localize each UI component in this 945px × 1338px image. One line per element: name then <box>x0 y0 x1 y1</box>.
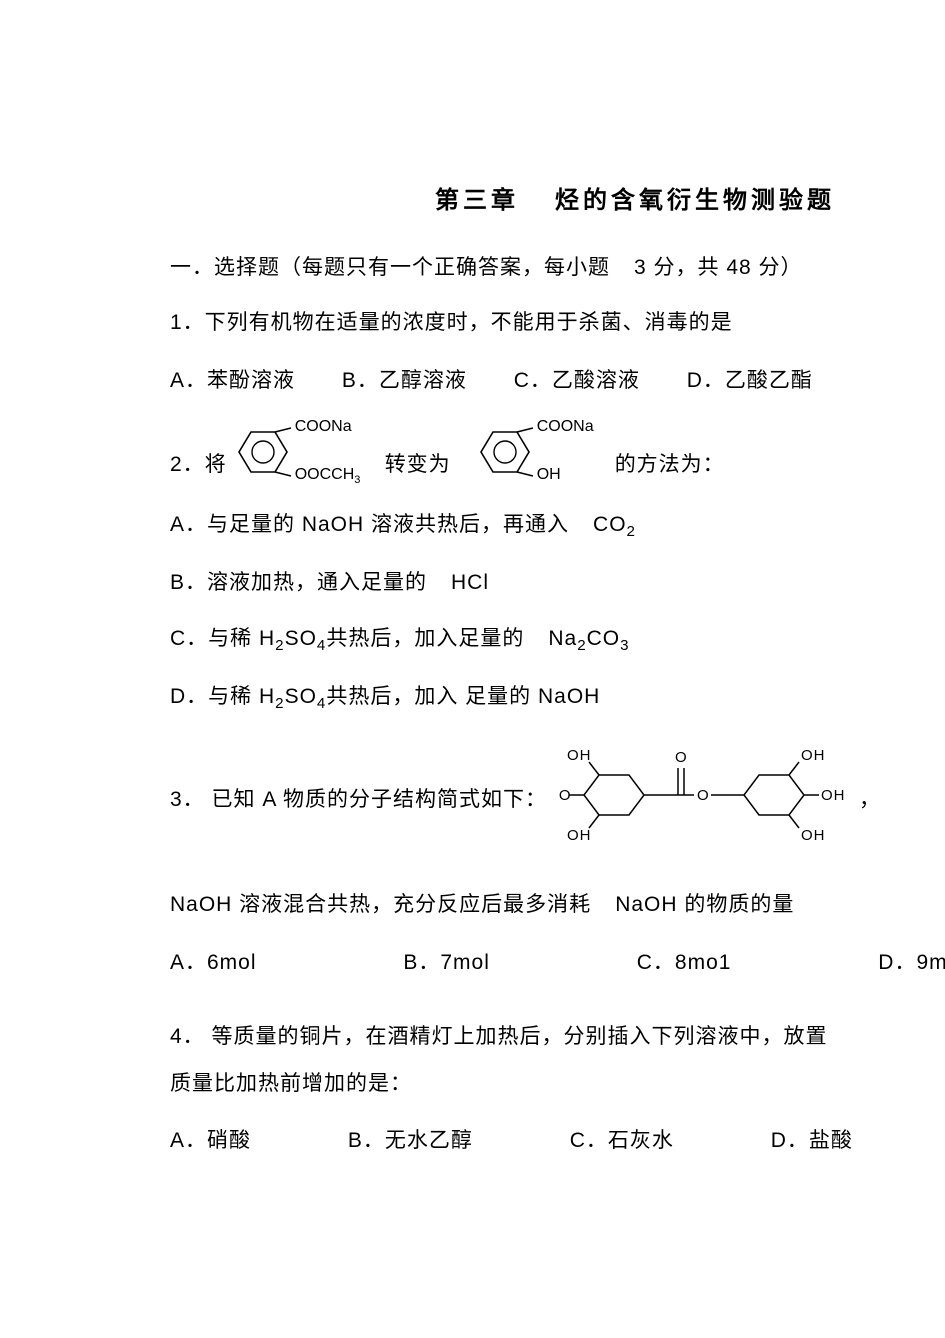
q2a-formula: CO <box>593 513 627 536</box>
benz2-label-bot: OH <box>537 466 561 484</box>
q3-continuation: NaOH 溶液混合共热，充分反应后最多消耗 NaOH 的物质的量 <box>170 890 945 919</box>
q2-mid: 转变为 <box>385 448 451 484</box>
section-points: 3 分，共 48 分） <box>634 256 803 279</box>
q2c-sub2: 4 <box>317 637 326 654</box>
q3-text: 3． 已知 A 物质的分子结构简式如下： <box>170 783 547 813</box>
q2-opt-c: C．与稀 H2SO4共热后，加入足量的Na2CO3 <box>170 624 945 656</box>
section-heading: 一．选择题（每题只有一个正确答案，每小题 3 分，共 48 分） <box>170 253 945 282</box>
q3-cont-a: NaOH 溶液混合共热，充分反应后最多消耗 <box>170 893 591 916</box>
benz1-label-bot: OOCCH3 <box>295 466 361 486</box>
q2c-sub1: 2 <box>275 637 284 654</box>
q2c-t2: SO <box>285 627 317 650</box>
title-chapter: 第三章 <box>435 187 519 214</box>
q2b-text: B．溶液加热，通入足量的 <box>170 571 427 594</box>
q4-opt-d: D．盐酸 <box>771 1124 853 1154</box>
q3-opt-a: A．6mol <box>170 946 257 976</box>
svg-text:OH: OH <box>821 787 846 804</box>
page-title: 第三章 烃的含氧衍生物测验题 <box>170 180 945 215</box>
q2a-text: A．与足量的 NaOH 溶液共热后，再通入 <box>170 513 569 536</box>
question-1: 1．下列有机物在适量的浓度时，不能用于杀菌、消毒的是 <box>170 308 945 337</box>
q2-opt-a: A．与足量的 NaOH 溶液共热后，再通入 CO2 <box>170 510 945 542</box>
q2c-sub3: 2 <box>577 637 586 654</box>
q3-options: A．6mol B．7mol C．8mo1 D．9mo1 <box>170 946 945 976</box>
section-text: 一．选择题（每题只有一个正确答案，每小题 <box>170 256 610 279</box>
q2c-t5: CO <box>587 627 621 650</box>
q2c-sub4: 3 <box>620 637 629 654</box>
q2c-t1: C．与稀 H <box>170 627 275 650</box>
q3-cont-b: NaOH 的物质的量 <box>615 893 794 916</box>
q1-opt-c: C．乙酸溶液 <box>514 364 640 394</box>
question-3: 3． 已知 A 物质的分子结构简式如下： O O OH <box>170 740 945 856</box>
q3-opt-d: D．9mo1 <box>878 946 945 976</box>
q2d-t1: D．与稀 H <box>170 685 275 708</box>
q2d-sub2: 4 <box>317 695 326 712</box>
svg-text:HO: HO <box>559 787 572 804</box>
q1-opt-a: A．苯酚溶液 <box>170 364 295 394</box>
svg-text:O: O <box>697 787 710 804</box>
q2d-t2: SO <box>285 685 317 708</box>
title-subject: 烃的含氧衍生物测验题 <box>555 187 835 214</box>
q4-opt-c: C．石灰水 <box>570 1124 674 1154</box>
q2b-formula: HCl <box>451 571 489 594</box>
question-4-line2: 质量比加热前增加的是： <box>170 1069 945 1098</box>
q3-opt-b: B．7mol <box>403 946 490 976</box>
q4-opt-a: A．硝酸 <box>170 1124 251 1154</box>
q1-opt-b: B．乙醇溶液 <box>342 364 467 394</box>
benz2-label-top: COONa <box>537 418 594 436</box>
q2d-t3: 共热后，加入 足量的 NaOH <box>326 685 600 708</box>
q2-opt-b: B．溶液加热，通入足量的 HCl <box>170 568 945 597</box>
q2a-sub: 2 <box>627 523 636 540</box>
q1-options: A．苯酚溶液 B．乙醇溶液 C．乙酸溶液 D．乙酸乙酯 <box>170 364 945 394</box>
q2c-t3: 共热后，加入足量的 <box>326 627 524 650</box>
svg-text:OH: OH <box>567 747 592 764</box>
benz1-label-top: COONa <box>295 418 352 436</box>
q2-suffix: 的方法为： <box>615 448 725 484</box>
question-4-line1: 4． 等质量的铜片，在酒精灯上加热后，分别插入下列溶液中，放置 <box>170 1022 945 1051</box>
svg-text:OH: OH <box>567 827 592 844</box>
q4-opt-b: B．无水乙醇 <box>348 1124 473 1154</box>
q2d-sub1: 2 <box>275 695 284 712</box>
benzene-structure-1: COONa OOCCH3 <box>231 420 299 484</box>
q3-comma: ， <box>859 783 881 813</box>
svg-text:OH: OH <box>801 827 826 844</box>
benzene-structure-2: COONa OH <box>473 420 541 484</box>
q4-options: A．硝酸 B．无水乙醇 C．石灰水 D．盐酸 <box>170 1124 945 1154</box>
q2-opt-d: D．与稀 H2SO4共热后，加入 足量的 NaOH <box>170 682 945 714</box>
molecule-structure: O O OH HO OH OH OH OH <box>559 740 859 856</box>
q1-opt-d: D．乙酸乙酯 <box>687 364 813 394</box>
svg-text:OH: OH <box>801 747 826 764</box>
q3-opt-c: C．8mo1 <box>637 946 732 976</box>
svg-text:O: O <box>675 749 688 766</box>
q2-prefix: 2．将 <box>170 448 227 484</box>
q2c-t4: Na <box>548 627 577 650</box>
question-2: 2．将 COONa OOCCH3 转变为 COONa OH 的方法为： <box>170 420 945 484</box>
